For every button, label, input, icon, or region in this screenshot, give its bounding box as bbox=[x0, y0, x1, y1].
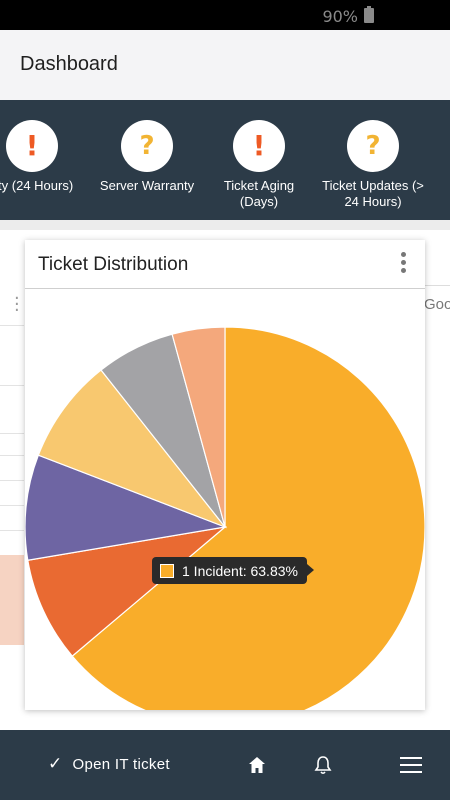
tooltip-text: 1 Incident: 63.83% bbox=[182, 562, 298, 579]
question-icon: ? bbox=[347, 120, 399, 172]
card-title: Ticket Distribution bbox=[38, 254, 189, 275]
exclamation-icon: ! bbox=[233, 120, 285, 172]
card-divider bbox=[25, 288, 425, 289]
bottom-bar: ✓ Open IT ticket bbox=[0, 730, 450, 800]
pie-slice-3[interactable] bbox=[37, 369, 227, 529]
row-divider bbox=[424, 285, 450, 286]
alert-strip[interactable]: ! rity (24 Hours) ? Server Warranty ! Ti… bbox=[0, 100, 450, 220]
question-icon: ? bbox=[121, 120, 173, 172]
alert-label: rity (24 Hours) bbox=[0, 178, 74, 193]
open-it-ticket-button[interactable]: ✓ Open IT ticket bbox=[48, 754, 170, 774]
more-icon[interactable]: · · · bbox=[14, 288, 20, 321]
row-divider bbox=[0, 325, 24, 326]
bell-icon[interactable] bbox=[314, 755, 332, 775]
home-icon[interactable] bbox=[248, 756, 266, 774]
row-divider bbox=[0, 433, 24, 434]
open-ticket-label: Open IT ticket bbox=[72, 755, 170, 773]
tooltip-swatch bbox=[160, 563, 174, 578]
ticket-distribution-card: Ticket Distribution bbox=[25, 240, 425, 710]
pie-chart[interactable] bbox=[25, 289, 425, 710]
app-header: Dashboard bbox=[0, 30, 450, 100]
pie-slice-5[interactable] bbox=[171, 326, 226, 528]
alert-label: Server Warranty bbox=[99, 178, 195, 193]
row-divider bbox=[0, 480, 24, 481]
alert-label: Ticket Aging (Days) bbox=[223, 178, 295, 209]
pie-slice-2[interactable] bbox=[25, 454, 228, 561]
chart-tooltip: 1 Incident: 63.83% bbox=[152, 557, 314, 584]
alert-item-availability[interactable]: ! rity (24 Hours) bbox=[0, 120, 94, 194]
row-divider bbox=[0, 455, 24, 456]
exclamation-icon: ! bbox=[6, 120, 58, 172]
pie-slice-0[interactable] bbox=[71, 326, 425, 710]
more-vert-icon[interactable] bbox=[401, 252, 407, 276]
alert-label: Ticket Updates (> 24 Hours) bbox=[322, 178, 424, 209]
row-divider bbox=[0, 385, 24, 386]
battery-icon bbox=[364, 6, 374, 23]
check-icon: ✓ bbox=[48, 754, 63, 774]
background-card-title: Goo bbox=[424, 296, 450, 313]
menu-icon[interactable] bbox=[400, 757, 422, 773]
battery-level: 90% bbox=[322, 7, 358, 26]
background-highlight bbox=[0, 555, 24, 645]
alert-item-ticket-updates[interactable]: ? Ticket Updates (> 24 Hours) bbox=[318, 120, 428, 210]
alert-item-ticket-aging[interactable]: ! Ticket Aging (Days) bbox=[212, 120, 306, 210]
page-title: Dashboard bbox=[20, 53, 118, 75]
row-divider bbox=[0, 505, 24, 506]
status-bar: 90% bbox=[0, 0, 450, 30]
row-divider bbox=[0, 530, 24, 531]
alert-item-server-warranty[interactable]: ? Server Warranty bbox=[94, 120, 200, 194]
